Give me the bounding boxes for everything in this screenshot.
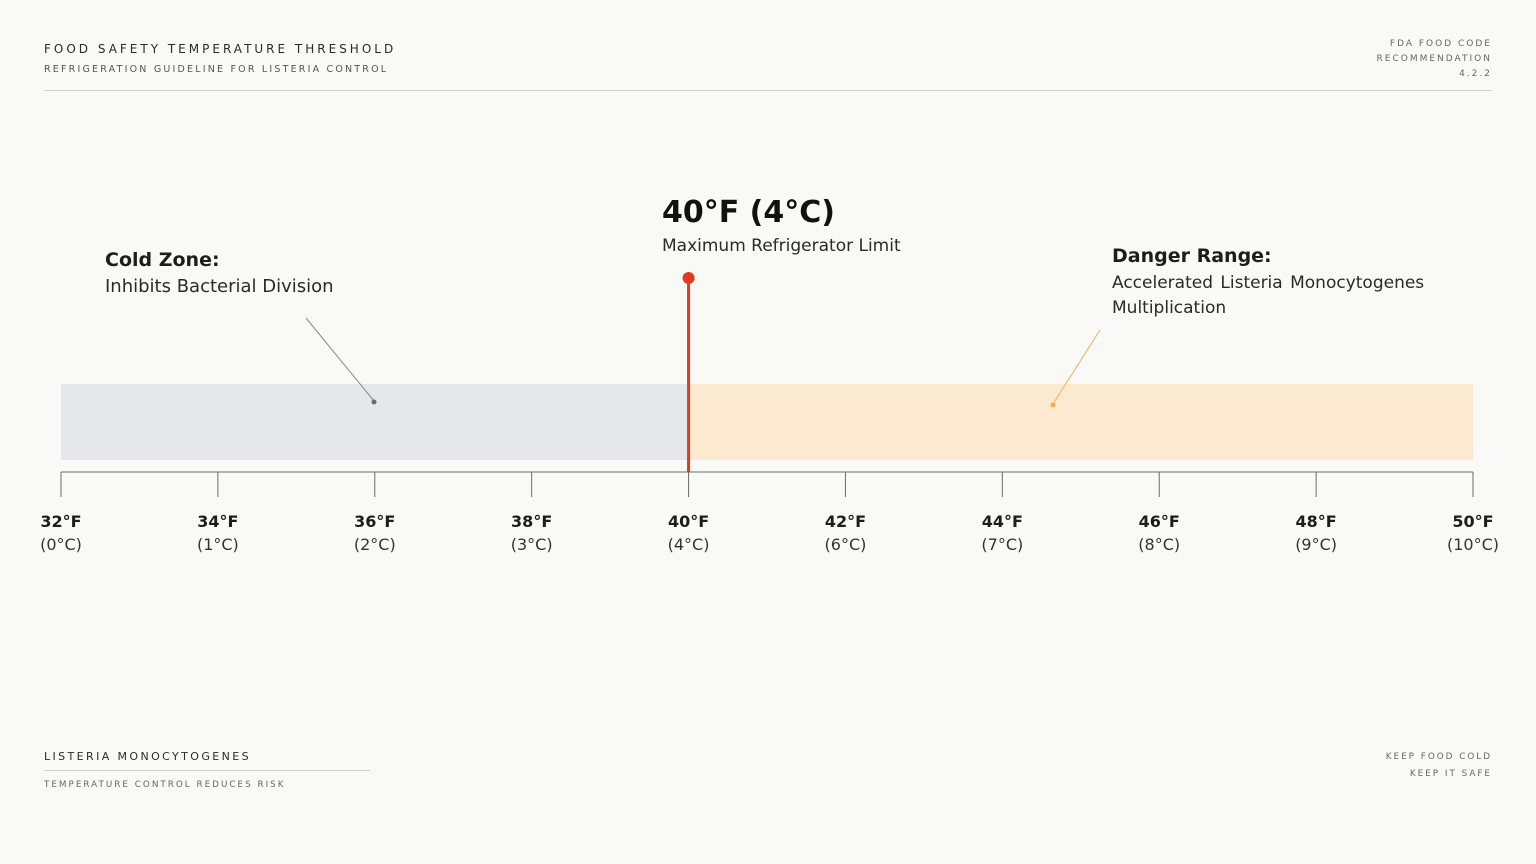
cold-zone-pointer <box>305 317 375 402</box>
danger-zone-pointer-dot <box>1050 402 1056 408</box>
tick-label-fahrenheit: 40°F <box>667 512 710 531</box>
cold-zone-description: Inhibits Bacterial Division <box>105 276 334 297</box>
tick-label-fahrenheit: 34°F <box>197 512 239 531</box>
tick-label: 40°F (4°C) <box>649 510 729 556</box>
tick-label-fahrenheit: 44°F <box>981 512 1023 531</box>
danger-zone-band <box>688 384 1473 460</box>
danger-zone-description: Accelerated Listeria Monocytogenes Multi… <box>1112 273 1425 318</box>
tick-label-celsius: (6°C) <box>824 535 867 554</box>
tick-label-celsius: (3°C) <box>510 535 553 554</box>
cold-zone-pointer-dot <box>371 399 377 405</box>
threshold-temperature: 40°F (4°C) <box>662 195 835 230</box>
footer-subtitle: TEMPERATURE CONTROL REDUCES RISK <box>44 780 286 790</box>
footer-title: LISTERIA MONOCYTOGENES <box>44 750 251 763</box>
page-subtitle: REFRIGERATION GUIDELINE FOR LISTERIA CON… <box>44 64 389 75</box>
code-reference-line-1: FDA FOOD CODE <box>1389 39 1492 49</box>
tick-label-fahrenheit: 38°F <box>511 512 553 531</box>
threshold-description: Maximum Refrigerator Limit <box>662 236 901 256</box>
tick-label-celsius: (1°C) <box>196 535 239 554</box>
tick-label-fahrenheit: 36°F <box>354 512 396 531</box>
footer-slogan-line-1: KEEP FOOD COLD <box>1385 752 1492 762</box>
tick-label-celsius: (0°C) <box>40 535 82 554</box>
tick-label: 32°F (0°C) <box>21 510 101 556</box>
header-divider <box>44 90 1492 91</box>
footer-slogan-line-2: KEEP IT SAFE <box>1409 769 1492 779</box>
tick-label-fahrenheit: 42°F <box>824 512 867 531</box>
tick-label-fahrenheit: 46°F <box>1138 512 1180 531</box>
tick-label-celsius: (9°C) <box>1295 535 1338 554</box>
tick-label: 42°F (6°C) <box>805 510 885 556</box>
scale-ticks <box>60 472 1474 497</box>
code-reference-line-3: 4.2.2 <box>1459 69 1492 79</box>
footer-divider <box>44 770 370 771</box>
danger-zone-title: Danger Range: <box>1112 245 1272 267</box>
code-reference-line-2: RECOMMENDATION <box>1376 54 1492 64</box>
tick-label-celsius: (8°C) <box>1138 535 1181 554</box>
tick-label-celsius: (4°C) <box>667 535 710 554</box>
page-title: FOOD SAFETY TEMPERATURE THRESHOLD <box>44 42 397 56</box>
tick-label: 38°F (3°C) <box>492 510 572 556</box>
tick-label-fahrenheit: 50°F <box>1452 512 1494 531</box>
cold-zone-title: Cold Zone: <box>105 249 220 271</box>
danger-zone-pointer <box>1052 329 1101 405</box>
tick-label-celsius: (10°C) <box>1446 535 1499 554</box>
tick-label: 46°F (8°C) <box>1119 510 1199 556</box>
tick-label-celsius: (2°C) <box>353 535 396 554</box>
threshold-marker-dot <box>682 272 695 284</box>
tick-label-fahrenheit: 48°F <box>1295 512 1337 531</box>
tick-label: 34°F (1°C) <box>178 510 258 556</box>
cold-zone-band <box>61 384 689 460</box>
tick-label: 36°F (2°C) <box>335 510 415 556</box>
tick-label: 48°F (9°C) <box>1276 510 1356 556</box>
tick-label: 44°F (7°C) <box>962 510 1042 556</box>
tick-label: 50°F (10°C) <box>1433 510 1513 556</box>
tick-label-fahrenheit: 32°F <box>40 512 82 531</box>
tick-label-celsius: (7°C) <box>981 535 1024 554</box>
